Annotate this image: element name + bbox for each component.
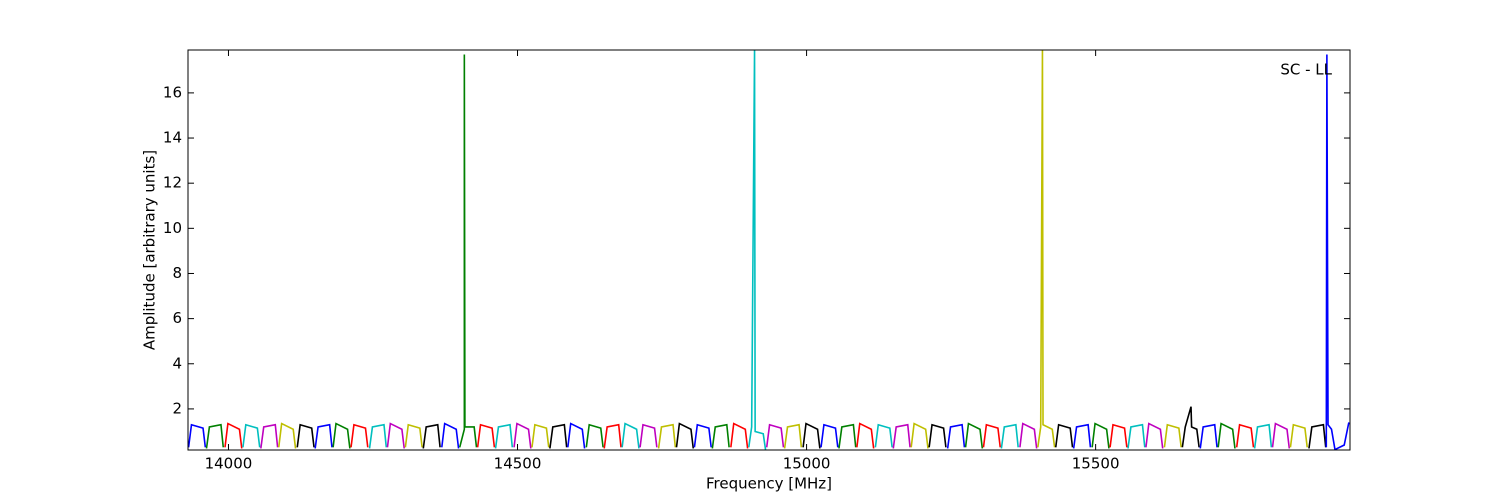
spectrum-line	[1253, 423, 1273, 449]
spectrum-line	[1235, 423, 1255, 448]
spectrum-line	[1289, 423, 1309, 448]
spectrum-line	[513, 422, 532, 449]
spectrum-line	[1000, 423, 1019, 449]
x-tick-label: 14000	[205, 455, 253, 473]
spectrum-line	[1127, 423, 1146, 449]
spectrum-line	[296, 423, 315, 448]
y-tick-label: 12	[163, 174, 182, 192]
spectrum-line	[747, 50, 767, 450]
spectrum-line	[404, 423, 423, 448]
spectrum-line	[531, 423, 550, 448]
spectrum-line	[224, 422, 243, 449]
spectrum-line	[838, 423, 857, 449]
spectrum-line	[567, 422, 586, 449]
spectrum-line	[892, 423, 911, 449]
spectrum-line	[1072, 423, 1092, 449]
y-axis-label: Amplitude [arbitrary units]	[141, 150, 159, 350]
spectrum-line	[783, 423, 803, 449]
spectrum-line	[1037, 50, 1056, 448]
spectrum-line	[585, 423, 604, 448]
spectrum-line	[874, 423, 893, 448]
annotation: SC - LL	[1280, 61, 1332, 79]
spectrum-line	[494, 423, 514, 449]
x-tick-label: 15500	[1072, 455, 1120, 473]
spectrum-line	[1325, 54, 1350, 450]
spectrum-line	[332, 422, 351, 449]
y-tick-label: 16	[163, 83, 182, 101]
spectrum-line	[928, 423, 947, 448]
y-tick-label: 10	[163, 219, 182, 237]
spectrum-line	[802, 422, 821, 449]
spectrum-line	[1163, 423, 1182, 448]
spectrum-line	[1308, 423, 1327, 449]
spectrum-line	[820, 423, 839, 448]
spectrum-line	[368, 423, 388, 449]
spectrum-line	[657, 423, 677, 449]
spectrum-line	[693, 423, 712, 448]
x-axis-label: Frequency [MHz]	[706, 475, 832, 493]
x-tick-label: 15000	[783, 455, 831, 473]
spectrum-line	[711, 423, 730, 449]
spectrum-line	[730, 422, 749, 449]
spectrum-line	[639, 423, 658, 448]
spectrum-line	[1217, 422, 1236, 449]
spectrum-line	[242, 423, 261, 448]
spectrum-line	[386, 422, 406, 449]
axes-frame	[187, 49, 1351, 451]
spectrum-line	[982, 423, 1002, 448]
spectrum-line	[1091, 422, 1110, 449]
spectrum-line	[1199, 423, 1218, 449]
spectrum-line	[964, 422, 984, 449]
spectrum-line	[188, 423, 207, 448]
plot-area	[188, 50, 1350, 450]
y-tick-label: 14	[163, 129, 182, 147]
y-tick-label: 8	[172, 264, 182, 282]
spectrum-line	[205, 423, 225, 449]
spectrum-line	[1181, 406, 1200, 448]
spectrum-line	[603, 423, 622, 449]
spectrum-line	[1145, 422, 1164, 449]
spectrum-line	[314, 423, 333, 449]
spectrum-line	[621, 422, 640, 449]
spectrum-line	[1271, 422, 1291, 449]
spectrum-line	[422, 423, 441, 449]
spectrum-line	[458, 54, 478, 448]
y-tick-label: 6	[172, 309, 182, 327]
spectrum-line	[946, 423, 966, 449]
spectrum-line	[1054, 423, 1074, 448]
spectrum-line	[856, 422, 875, 449]
spectrum-line	[260, 423, 279, 449]
y-tick-label: 4	[172, 354, 182, 372]
spectrum-line	[675, 422, 695, 449]
spectrum-line	[1019, 422, 1038, 449]
spectrum-line	[476, 423, 496, 448]
spectrum-line	[277, 422, 297, 449]
x-tick-label: 14500	[494, 455, 542, 473]
spectrum-line	[350, 423, 369, 448]
spectrum-line	[765, 423, 785, 448]
spectrum-line	[549, 423, 568, 449]
spectrum-line	[440, 422, 460, 449]
spectrum-line	[910, 422, 929, 449]
y-tick-label: 2	[172, 399, 182, 417]
spectrum-line	[1109, 423, 1128, 448]
